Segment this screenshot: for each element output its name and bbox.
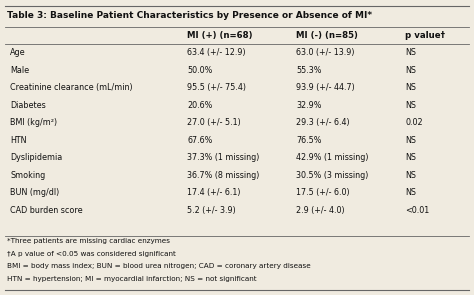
Text: *Three patients are missing cardiac enzymes: *Three patients are missing cardiac enzy… — [7, 238, 170, 244]
Text: Male: Male — [10, 65, 29, 75]
Text: 20.6%: 20.6% — [187, 101, 213, 110]
Text: 29.3 (+/- 6.4): 29.3 (+/- 6.4) — [296, 118, 350, 127]
Text: 93.9 (+/- 44.7): 93.9 (+/- 44.7) — [296, 83, 355, 92]
Text: MI (+) (n=68): MI (+) (n=68) — [187, 32, 253, 40]
Text: NS: NS — [405, 48, 416, 57]
Text: 36.7% (8 missing): 36.7% (8 missing) — [187, 171, 260, 180]
Text: NS: NS — [405, 136, 416, 145]
Text: MI (-) (n=85): MI (-) (n=85) — [296, 32, 358, 40]
Text: Diabetes: Diabetes — [10, 101, 46, 110]
Text: 27.0 (+/- 5.1): 27.0 (+/- 5.1) — [187, 118, 241, 127]
Text: Creatinine clearance (mL/min): Creatinine clearance (mL/min) — [10, 83, 133, 92]
Text: Age: Age — [10, 48, 26, 57]
Text: 95.5 (+/- 75.4): 95.5 (+/- 75.4) — [187, 83, 246, 92]
Text: 63.0 (+/- 13.9): 63.0 (+/- 13.9) — [296, 48, 355, 57]
Text: p value†: p value† — [405, 32, 445, 40]
Text: NS: NS — [405, 101, 416, 110]
Text: 42.9% (1 missing): 42.9% (1 missing) — [296, 153, 369, 162]
Text: NS: NS — [405, 189, 416, 197]
Text: Smoking: Smoking — [10, 171, 46, 180]
Text: HTN = hypertension; MI = myocardial infarction; NS = not significant: HTN = hypertension; MI = myocardial infa… — [7, 276, 257, 281]
Text: Dyslipidemia: Dyslipidemia — [10, 153, 63, 162]
Text: 2.9 (+/- 4.0): 2.9 (+/- 4.0) — [296, 206, 345, 215]
Text: 50.0%: 50.0% — [187, 65, 213, 75]
Text: BUN (mg/dl): BUN (mg/dl) — [10, 189, 60, 197]
Text: HTN: HTN — [10, 136, 27, 145]
Text: 32.9%: 32.9% — [296, 101, 322, 110]
Text: Table 3: Baseline Patient Characteristics by Presence or Absence of MI*: Table 3: Baseline Patient Characteristic… — [7, 11, 372, 20]
Text: 30.5% (3 missing): 30.5% (3 missing) — [296, 171, 369, 180]
Text: 76.5%: 76.5% — [296, 136, 322, 145]
Text: NS: NS — [405, 83, 416, 92]
Text: NS: NS — [405, 65, 416, 75]
Text: NS: NS — [405, 153, 416, 162]
Text: 5.2 (+/- 3.9): 5.2 (+/- 3.9) — [187, 206, 236, 215]
Text: BMI (kg/m²): BMI (kg/m²) — [10, 118, 57, 127]
Text: †A p value of <0.05 was considered significant: †A p value of <0.05 was considered signi… — [7, 251, 176, 257]
Text: 17.4 (+/- 6.1): 17.4 (+/- 6.1) — [187, 189, 241, 197]
Text: 63.4 (+/- 12.9): 63.4 (+/- 12.9) — [187, 48, 246, 57]
Text: BMI = body mass index; BUN = blood urea nitrogen; CAD = coronary artery disease: BMI = body mass index; BUN = blood urea … — [7, 263, 311, 269]
Text: 67.6%: 67.6% — [187, 136, 213, 145]
Text: NS: NS — [405, 171, 416, 180]
Text: CAD burden score: CAD burden score — [10, 206, 83, 215]
Text: 37.3% (1 missing): 37.3% (1 missing) — [187, 153, 260, 162]
Text: 0.02: 0.02 — [405, 118, 423, 127]
Text: <0.01: <0.01 — [405, 206, 429, 215]
Text: 55.3%: 55.3% — [296, 65, 322, 75]
Text: 17.5 (+/- 6.0): 17.5 (+/- 6.0) — [296, 189, 350, 197]
